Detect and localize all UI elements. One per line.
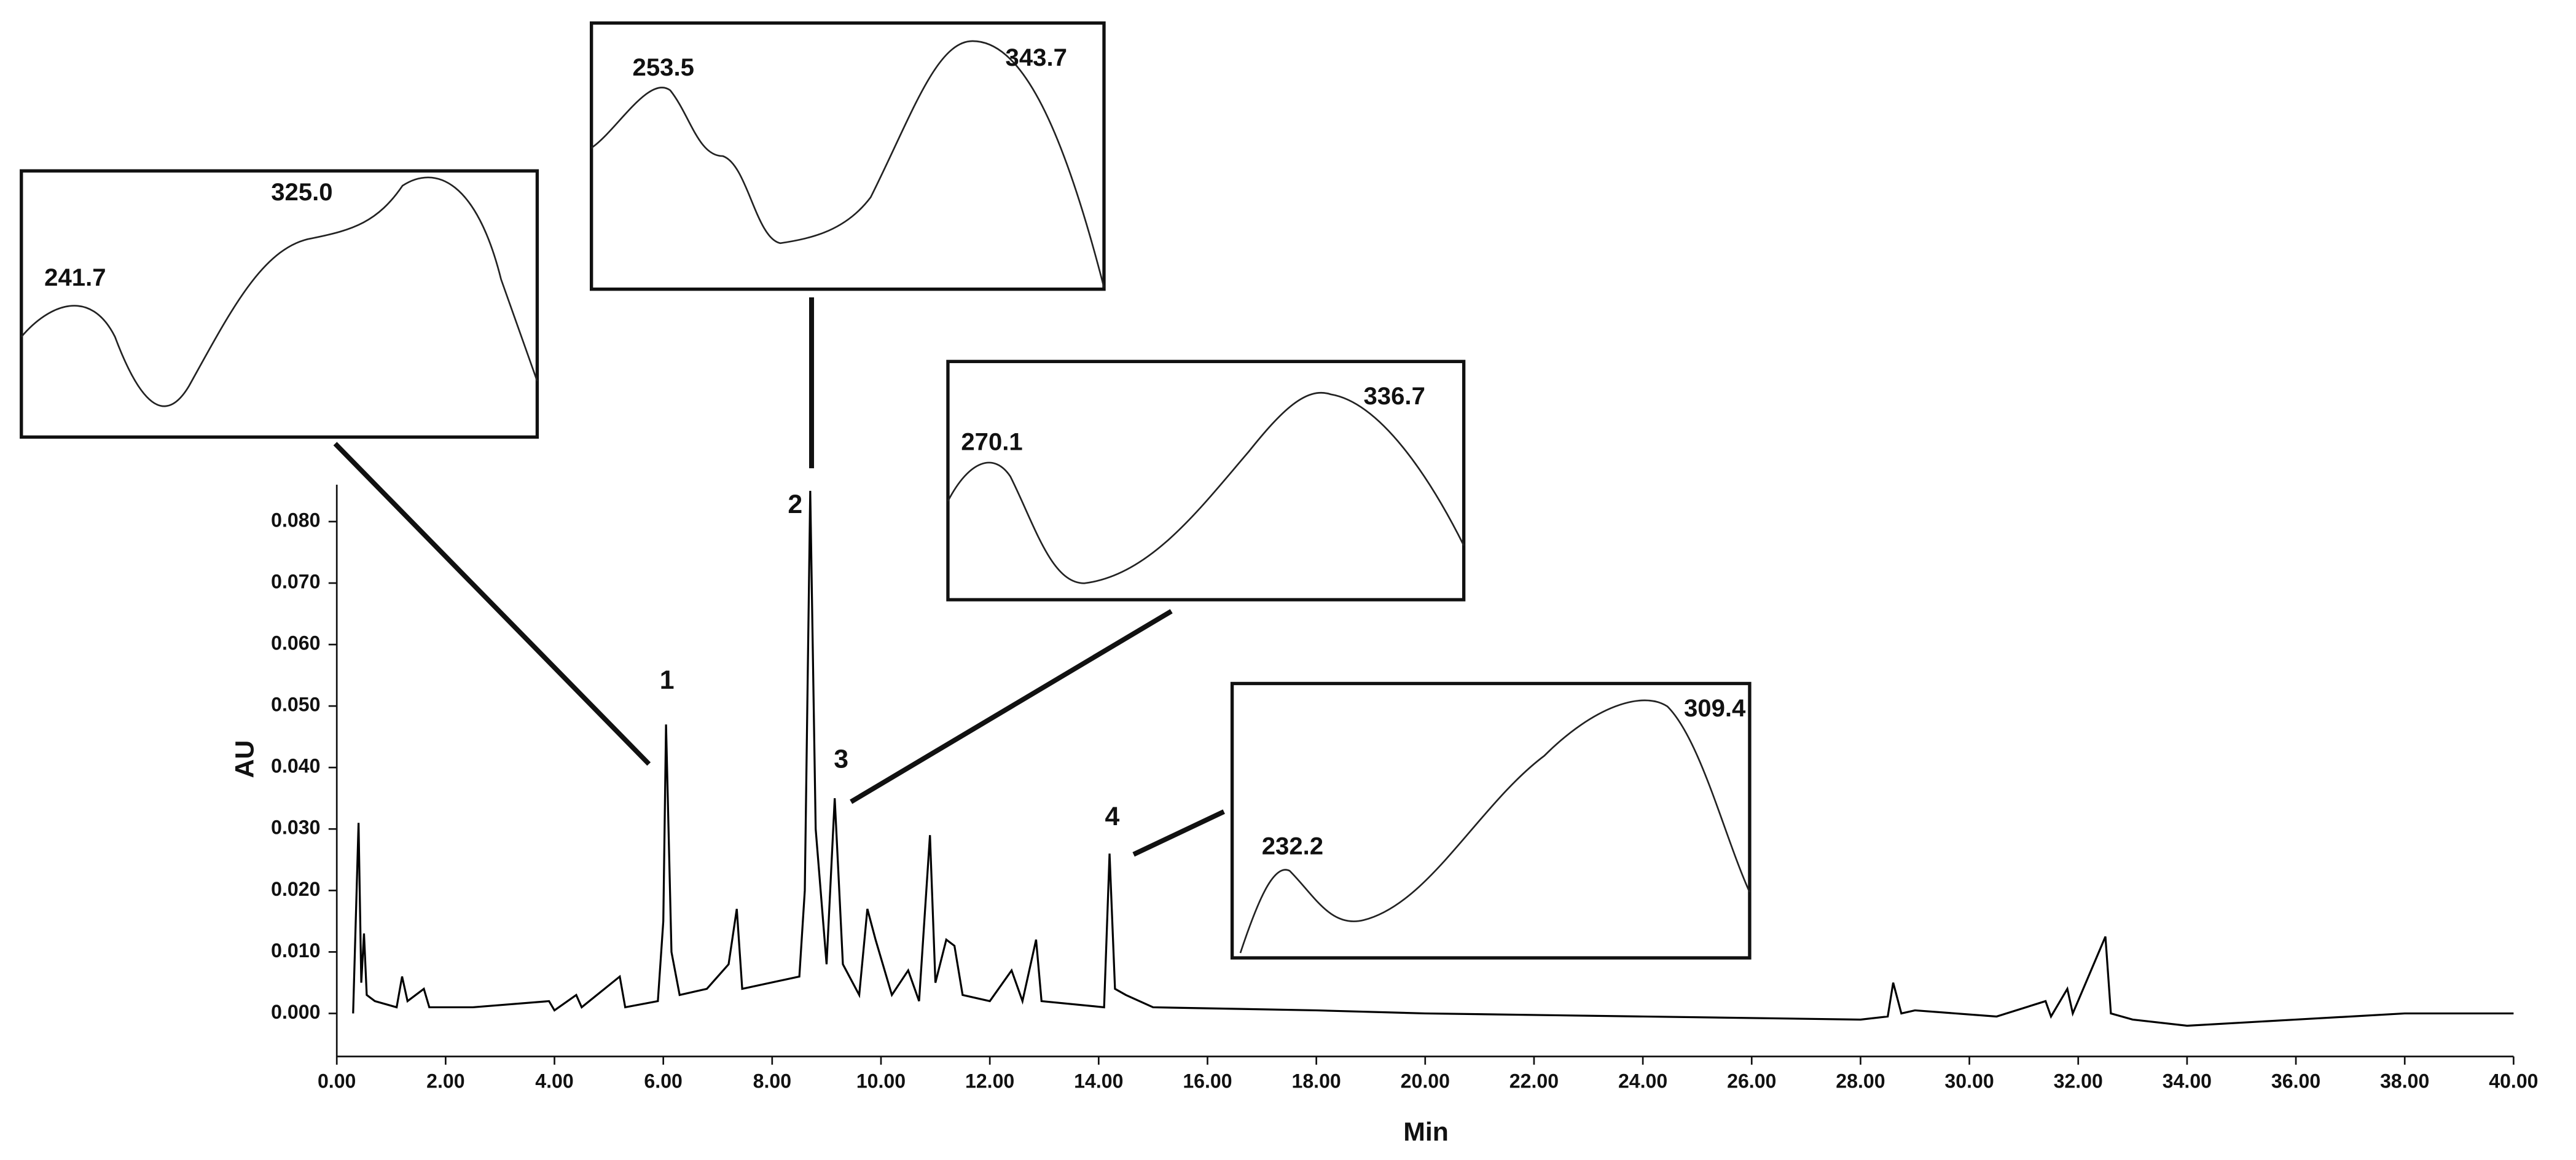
x-tick-label: 16.00 [1183, 1070, 1232, 1092]
y-tick-label: 0.020 [271, 878, 320, 900]
x-tick-label: 34.00 [2163, 1070, 2212, 1092]
connector [333, 442, 651, 766]
spectrum [590, 40, 1105, 288]
x-axis-title: Min [1403, 1117, 1449, 1146]
x-tick-label: 20.00 [1401, 1070, 1450, 1092]
y-tick-label: 0.000 [271, 1001, 320, 1023]
peak-number: 3 [834, 744, 848, 774]
spectrum [20, 176, 538, 407]
x-tick-label: 36.00 [2271, 1070, 2320, 1092]
wavelength-label: 325.0 [271, 179, 332, 206]
y-tick-label: 0.050 [271, 694, 320, 716]
x-tick-label: 28.00 [1836, 1070, 1885, 1092]
x-tick-label: 0.00 [318, 1070, 356, 1092]
wavelength-label: 343.7 [1006, 44, 1067, 71]
y-tick-label: 0.030 [271, 817, 320, 839]
y-tick-label: 0.010 [271, 939, 320, 962]
y-tick-label: 0.060 [271, 632, 320, 654]
y-axis-title: AU [230, 740, 259, 778]
peak-number: 1 [660, 665, 675, 695]
wavelength-label: 253.5 [633, 54, 694, 81]
spectrum [947, 391, 1465, 584]
wavelength-label: 232.2 [1262, 833, 1323, 860]
x-tick-label: 40.00 [2489, 1070, 2538, 1092]
peak-number: 2 [788, 490, 802, 519]
x-tick-label: 8.00 [753, 1070, 791, 1092]
y-tick-label: 0.070 [271, 570, 320, 592]
x-tick-label: 12.00 [965, 1070, 1014, 1092]
x-tick-label: 30.00 [1944, 1070, 1994, 1092]
x-tick-label: 32.00 [2054, 1070, 2103, 1092]
spectrum [1239, 699, 1751, 954]
inset-box [1230, 681, 1752, 960]
y-tick-label: 0.040 [271, 755, 320, 777]
x-tick-label: 2.00 [426, 1070, 464, 1092]
x-tick-label: 38.00 [2380, 1070, 2429, 1092]
chromatogram-line [352, 490, 2514, 1027]
x-tick-label: 26.00 [1727, 1070, 1776, 1092]
x-tick-label: 14.00 [1074, 1070, 1123, 1092]
wavelength-label: 309.4 [1684, 695, 1746, 722]
x-tick-label: 10.00 [856, 1070, 906, 1092]
x-tick-label: 22.00 [1509, 1070, 1559, 1092]
wavelength-label: 270.1 [961, 429, 1022, 456]
wavelength-label: 336.7 [1364, 383, 1425, 410]
connector [1132, 809, 1225, 857]
x-tick-label: 24.00 [1618, 1070, 1667, 1092]
inset-box [20, 169, 539, 439]
inset-box [946, 359, 1466, 602]
y-tick-label: 0.080 [271, 509, 320, 531]
wavelength-label: 241.7 [44, 264, 106, 291]
x-tick-label: 4.00 [535, 1070, 573, 1092]
connector [850, 609, 1173, 804]
x-tick-label: 18.00 [1291, 1070, 1341, 1092]
x-tick-label: 6.00 [644, 1070, 682, 1092]
peak-number: 4 [1105, 802, 1119, 831]
